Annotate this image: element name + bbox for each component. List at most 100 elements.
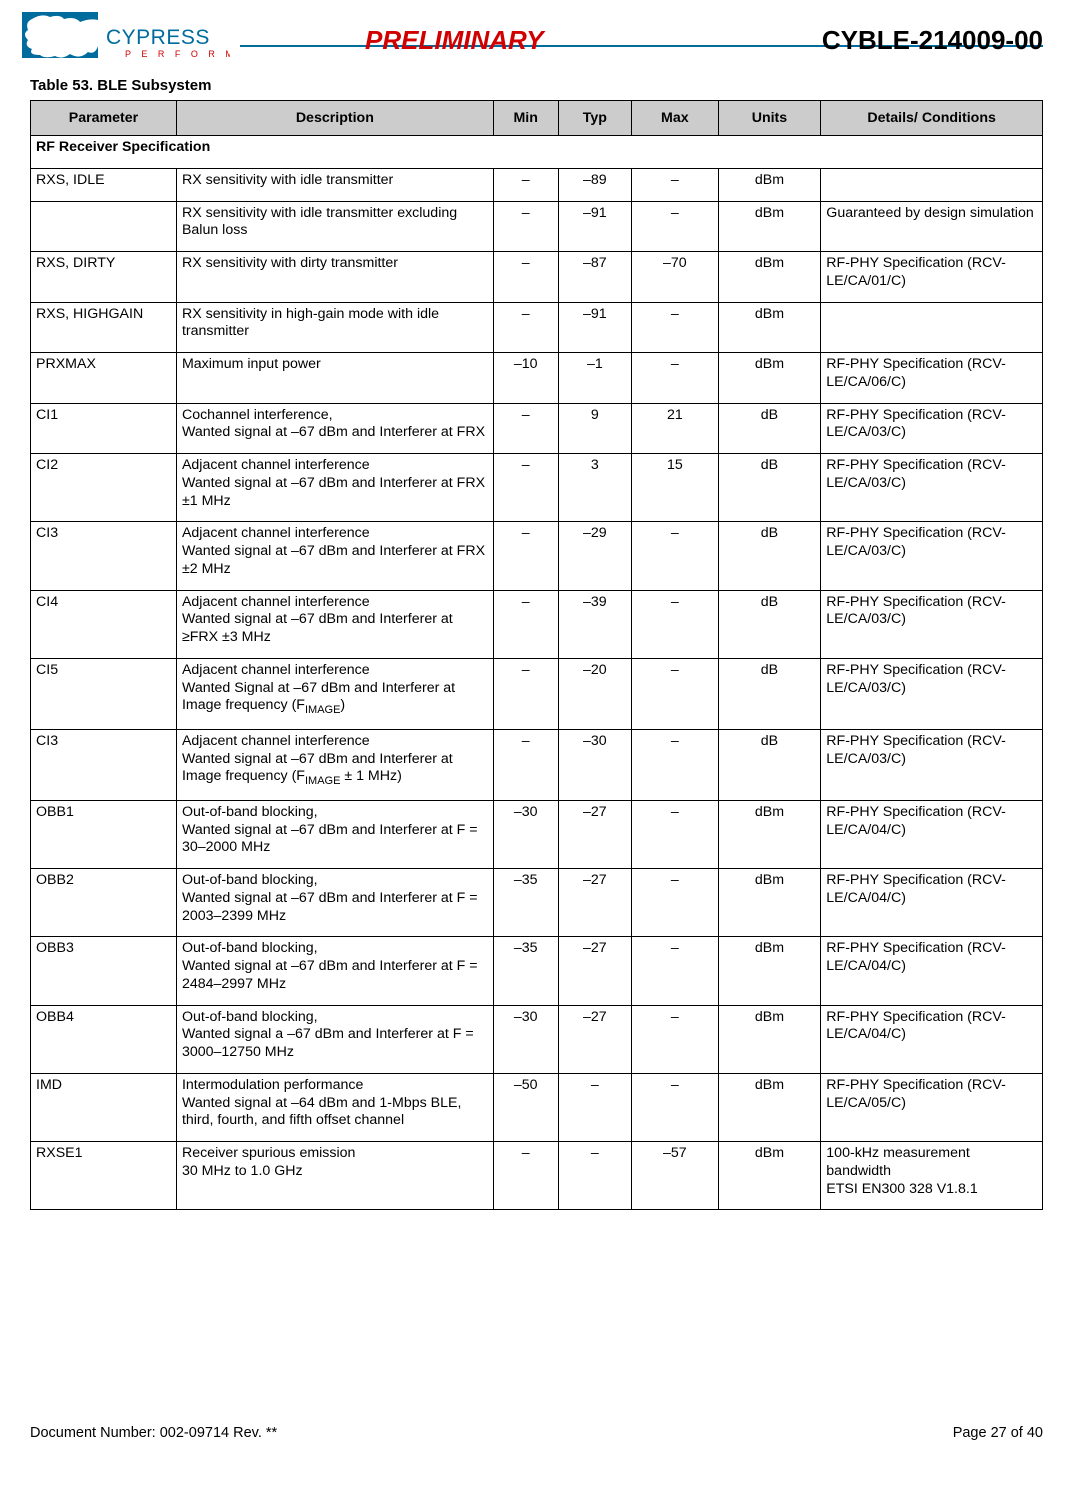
cell-typ: 3 [558, 454, 632, 522]
cell-max: – [632, 869, 718, 937]
cell-max: 21 [632, 403, 718, 454]
cell-typ: –1 [558, 353, 632, 404]
col-header-description: Description [176, 101, 493, 136]
cell-min: – [493, 658, 558, 729]
cell-typ: 9 [558, 403, 632, 454]
cell-parameter: IMD [31, 1073, 177, 1141]
logo-text: CYPRESS [106, 26, 210, 49]
cell-units: dB [718, 522, 821, 590]
cell-details: 100-kHz measurement bandwidthETSI EN300 … [821, 1142, 1043, 1210]
cell-units: dBm [718, 353, 821, 404]
cell-typ: –20 [558, 658, 632, 729]
cell-parameter: CI3 [31, 729, 177, 800]
cell-max: – [632, 590, 718, 658]
footer: Document Number: 002-09714 Rev. ** Page … [30, 1425, 1043, 1441]
table-row: OBB3Out-of-band blocking,Wanted signal a… [31, 937, 1043, 1005]
table-row: RXS, HIGHGAINRX sensitivity in high-gain… [31, 302, 1043, 353]
cell-parameter: CI4 [31, 590, 177, 658]
cypress-logo-icon: CYPRESS P E R F O R M [20, 10, 230, 70]
cell-typ: –39 [558, 590, 632, 658]
cell-units: dBm [718, 869, 821, 937]
cell-typ: –87 [558, 252, 632, 303]
cell-description: Receiver spurious emission30 MHz to 1.0 … [176, 1142, 493, 1210]
cell-min: –30 [493, 1005, 558, 1073]
cell-details: RF-PHY Specification (RCV-LE/CA/03/C) [821, 522, 1043, 590]
cell-max: – [632, 800, 718, 868]
cell-min: – [493, 302, 558, 353]
cell-details: RF-PHY Specification (RCV-LE/CA/03/C) [821, 658, 1043, 729]
cell-max: –70 [632, 252, 718, 303]
cell-max: – [632, 1005, 718, 1073]
table-row: CI4Adjacent channel interferenceWanted s… [31, 590, 1043, 658]
cell-max: – [632, 658, 718, 729]
table-row: IMDIntermodulation performanceWanted sig… [31, 1073, 1043, 1141]
cell-details: RF-PHY Specification (RCV-LE/CA/05/C) [821, 1073, 1043, 1141]
cell-units: dBm [718, 302, 821, 353]
cell-units: dB [718, 403, 821, 454]
table-row: RXS, IDLERX sensitivity with idle transm… [31, 168, 1043, 201]
cell-units: dB [718, 454, 821, 522]
cell-description: RX sensitivity in high-gain mode with id… [176, 302, 493, 353]
content: Table 53. BLE Subsystem Parameter Descri… [0, 47, 1088, 1210]
cell-description: RX sensitivity with idle transmitter exc… [176, 201, 493, 252]
cell-max: – [632, 522, 718, 590]
cell-parameter: RXSE1 [31, 1142, 177, 1210]
cell-max: – [632, 302, 718, 353]
section-label: RF Receiver Specification [31, 136, 1043, 169]
table-row: CI3Adjacent channel interferenceWanted s… [31, 522, 1043, 590]
cell-min: – [493, 522, 558, 590]
cell-units: dB [718, 658, 821, 729]
cell-details: RF-PHY Specification (RCV-LE/CA/04/C) [821, 937, 1043, 1005]
page-number: Page 27 of 40 [953, 1425, 1043, 1441]
cell-parameter: OBB2 [31, 869, 177, 937]
cell-parameter: RXS, IDLE [31, 168, 177, 201]
cell-description: Adjacent channel interferenceWanted Sign… [176, 658, 493, 729]
col-header-max: Max [632, 101, 718, 136]
cell-units: dBm [718, 800, 821, 868]
cell-description: Out-of-band blocking,Wanted signal at –6… [176, 869, 493, 937]
cell-parameter: OBB3 [31, 937, 177, 1005]
cell-details: RF-PHY Specification (RCV-LE/CA/06/C) [821, 353, 1043, 404]
preliminary-label: PRELIMINARY [365, 25, 544, 56]
cell-parameter: CI1 [31, 403, 177, 454]
cell-details: RF-PHY Specification (RCV-LE/CA/03/C) [821, 729, 1043, 800]
cell-details: RF-PHY Specification (RCV-LE/CA/04/C) [821, 869, 1043, 937]
cell-units: dBm [718, 1073, 821, 1141]
cell-parameter: PRXMAX [31, 353, 177, 404]
cell-parameter: CI5 [31, 658, 177, 729]
cell-details [821, 168, 1043, 201]
cell-max: – [632, 353, 718, 404]
col-header-units: Units [718, 101, 821, 136]
section-row: RF Receiver Specification [31, 136, 1043, 169]
cell-min: – [493, 454, 558, 522]
cell-parameter [31, 201, 177, 252]
cell-min: –10 [493, 353, 558, 404]
cell-min: – [493, 1142, 558, 1210]
cell-description: Adjacent channel interferenceWanted sign… [176, 590, 493, 658]
cell-min: –35 [493, 869, 558, 937]
cell-min: –30 [493, 800, 558, 868]
cell-typ: –27 [558, 937, 632, 1005]
cell-units: dBm [718, 168, 821, 201]
cell-description: RX sensitivity with dirty transmitter [176, 252, 493, 303]
cell-parameter: RXS, HIGHGAIN [31, 302, 177, 353]
cell-parameter: RXS, DIRTY [31, 252, 177, 303]
col-header-min: Min [493, 101, 558, 136]
doc-number: Document Number: 002-09714 Rev. ** [30, 1425, 277, 1441]
cell-description: Out-of-band blocking,Wanted signal at –6… [176, 937, 493, 1005]
cell-max: – [632, 937, 718, 1005]
cell-details: RF-PHY Specification (RCV-LE/CA/01/C) [821, 252, 1043, 303]
cell-typ: –89 [558, 168, 632, 201]
title-block: PRELIMINARY CYBLE-214009-00 [245, 25, 1043, 56]
cell-details: RF-PHY Specification (RCV-LE/CA/03/C) [821, 454, 1043, 522]
cell-parameter: OBB1 [31, 800, 177, 868]
cell-description: Intermodulation performanceWanted signal… [176, 1073, 493, 1141]
cell-typ: – [558, 1142, 632, 1210]
cell-description: RX sensitivity with idle transmitter [176, 168, 493, 201]
cell-min: –35 [493, 937, 558, 1005]
cell-units: dB [718, 590, 821, 658]
col-header-parameter: Parameter [31, 101, 177, 136]
cell-typ: – [558, 1073, 632, 1141]
cell-typ: –29 [558, 522, 632, 590]
cell-parameter: CI3 [31, 522, 177, 590]
